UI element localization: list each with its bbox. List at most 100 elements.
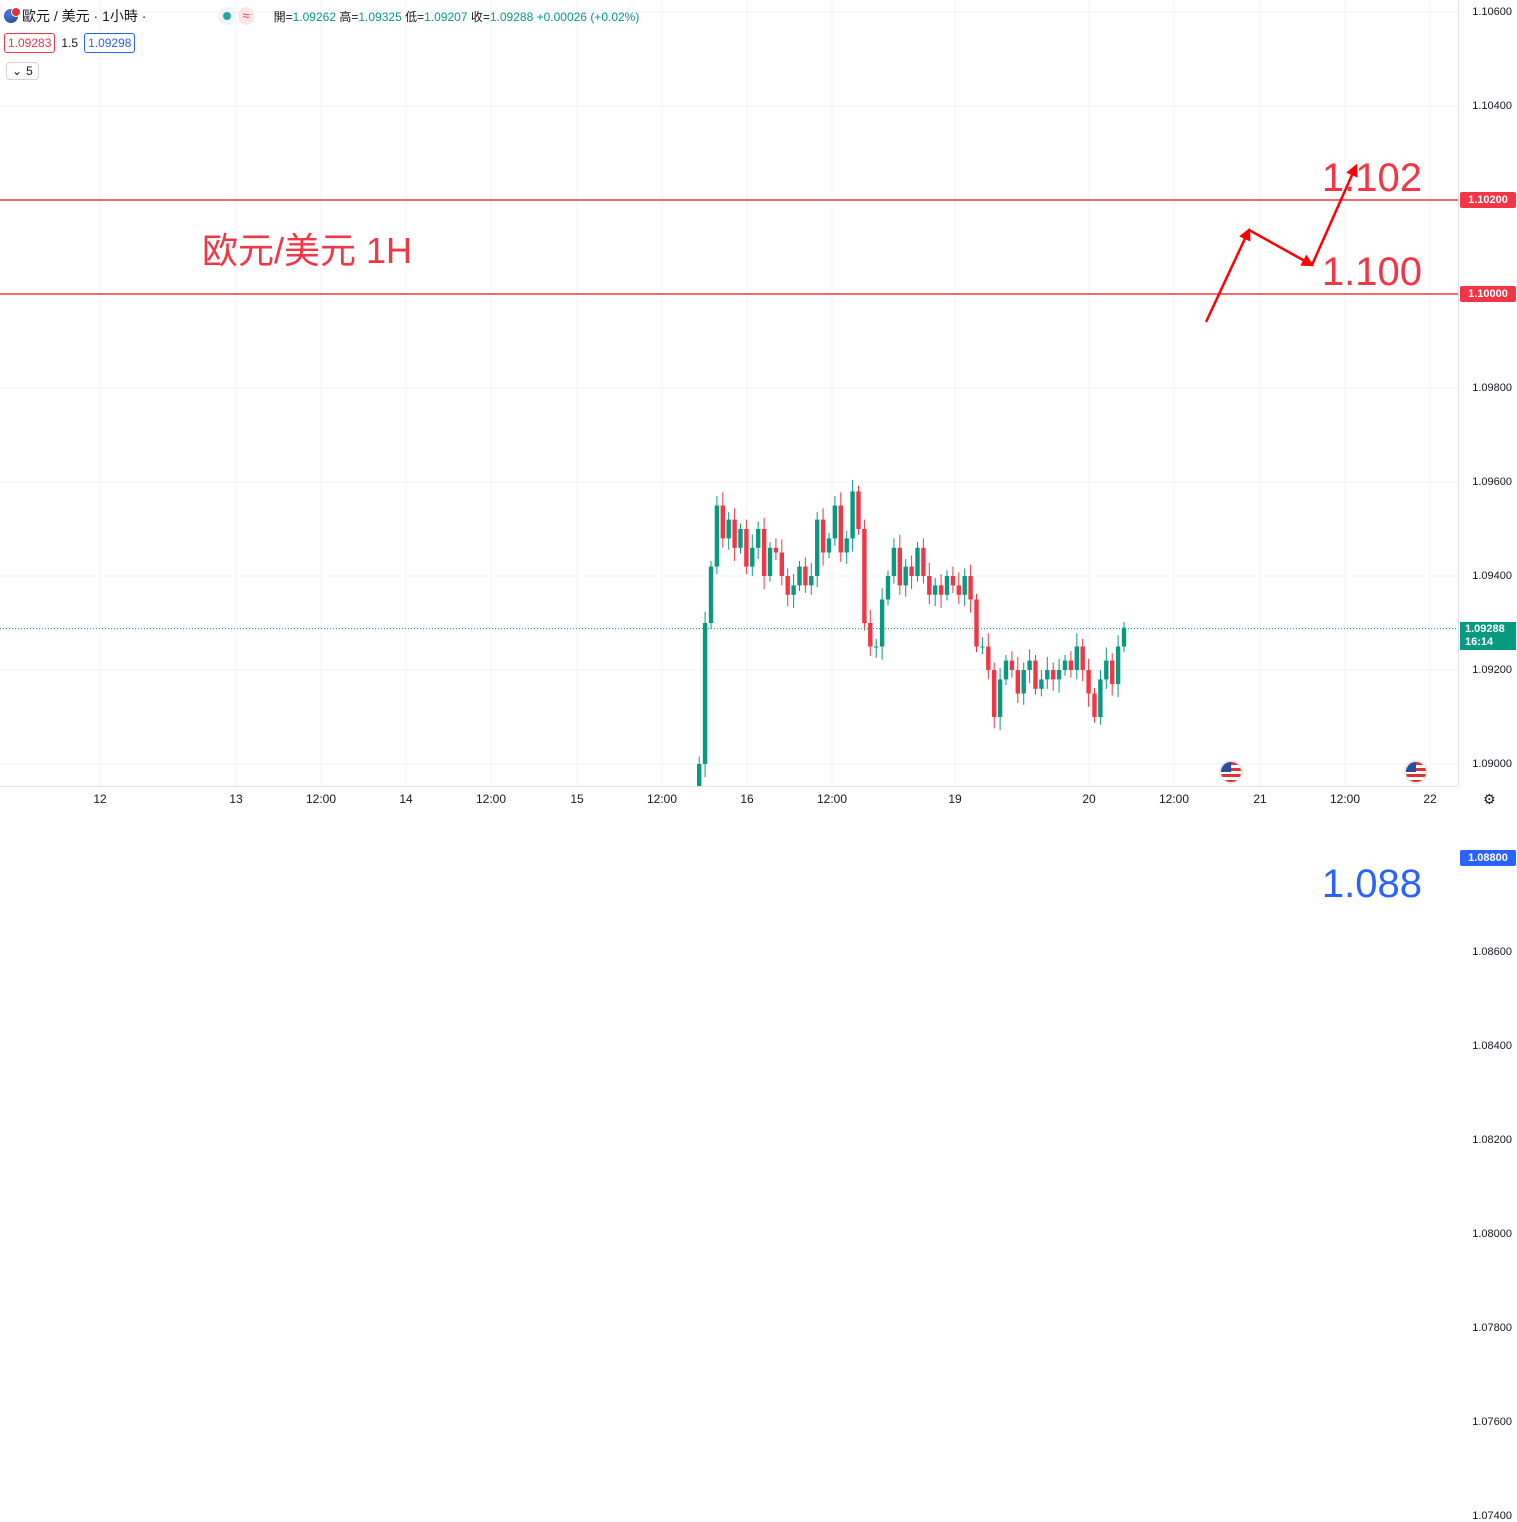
price-axis[interactable]: 1.10600 1.10400 1.10200 1.10000 1.09800 1.096… bbox=[1458, 0, 1517, 1522]
candle-body bbox=[1062, 660, 1068, 670]
candle-body bbox=[773, 547, 779, 553]
time-tick-label: 12:00 bbox=[1329, 792, 1361, 806]
candle-body bbox=[744, 529, 749, 567]
candle-body bbox=[944, 576, 950, 595]
time-tick-label: 22 bbox=[1423, 792, 1437, 806]
candle-body bbox=[750, 547, 755, 567]
candle-body bbox=[1115, 646, 1121, 685]
candle-body bbox=[997, 679, 1003, 717]
candle-body bbox=[732, 519, 737, 548]
chart-legend: 歐元 / 美元 · 1小時 · ≈ 開=1.09262 高=1.09325 低=… bbox=[4, 6, 639, 26]
close-value: 1.09288 bbox=[489, 9, 534, 24]
price-tick-label: 1.09200 bbox=[1472, 664, 1512, 676]
time-tick-label: 21 bbox=[1253, 792, 1267, 806]
level-price-tag: 1.10200 bbox=[1460, 192, 1516, 208]
candle-body bbox=[909, 566, 914, 576]
time-tick-label: 12:00 bbox=[646, 792, 678, 806]
candle-body bbox=[1080, 646, 1085, 670]
level-price-tag: 1.10000 bbox=[1460, 286, 1516, 302]
candle-body bbox=[1021, 670, 1026, 694]
candle-body bbox=[850, 491, 855, 539]
price-tick-label: 1.09000 bbox=[1472, 758, 1512, 770]
price-tick-label: 1.08400 bbox=[1472, 1040, 1512, 1052]
candle-body bbox=[826, 538, 832, 553]
candle-body bbox=[832, 505, 838, 539]
candle-body bbox=[1098, 679, 1103, 717]
candle-body bbox=[1121, 627, 1127, 647]
time-tick-label: 12:00 bbox=[475, 792, 507, 806]
candle-body bbox=[1045, 670, 1050, 680]
sell-button[interactable]: 1.09283 bbox=[4, 33, 56, 53]
candle-body bbox=[1015, 670, 1020, 694]
level-label: 1.100 bbox=[1321, 250, 1422, 294]
low-value: 1.09207 bbox=[424, 9, 468, 24]
eurusd-flag-icon bbox=[4, 7, 21, 23]
chevron-down-icon: ⌄ bbox=[12, 64, 23, 78]
chart-annotation-title: 欧元/美元 1H bbox=[202, 230, 413, 271]
wave-icon[interactable]: ≈ bbox=[238, 7, 254, 25]
level-price-tag: 1.08800 bbox=[1460, 850, 1516, 866]
candle-body bbox=[927, 576, 932, 595]
time-tick-label: 14 bbox=[399, 792, 413, 806]
candle-body bbox=[1068, 660, 1074, 670]
chart-area[interactable]: 歐元 / 美元 · 1小時 · ≈ 開=1.09262 高=1.09325 低=… bbox=[0, 0, 1458, 906]
candle-body bbox=[1104, 660, 1109, 680]
last-price-tag: 1.09288 16:14 bbox=[1460, 621, 1516, 650]
indicator-count: 5 bbox=[26, 64, 33, 78]
candle-body bbox=[1056, 670, 1062, 680]
candle-body bbox=[968, 576, 973, 600]
candle-body bbox=[702, 623, 708, 764]
symbol-title[interactable]: 歐元 / 美元 · 1小時 · bbox=[22, 8, 147, 24]
price-tick-label: 1.08200 bbox=[1472, 1134, 1512, 1146]
candle-body bbox=[921, 547, 926, 576]
visibility-toggle[interactable]: ≈ bbox=[218, 7, 254, 25]
candle-body bbox=[903, 566, 908, 586]
us-event-flag-icon[interactable] bbox=[1219, 760, 1243, 784]
price-tick-label: 1.07400 bbox=[1472, 1510, 1512, 1522]
price-tick-label: 1.07600 bbox=[1472, 1416, 1512, 1428]
candle-body bbox=[862, 529, 867, 623]
us-event-flag-icon[interactable] bbox=[1404, 760, 1428, 784]
time-tick-label: 16 bbox=[740, 792, 754, 806]
ohlc-values: 開=1.09262 高=1.09325 低=1.09207 收=1.09288 … bbox=[273, 9, 640, 24]
settings-gear-icon[interactable]: ⚙ bbox=[1483, 791, 1496, 807]
candle-body bbox=[1039, 679, 1044, 689]
time-tick-label: 12:00 bbox=[1158, 792, 1190, 806]
candle-body bbox=[938, 585, 944, 595]
candle-body bbox=[1086, 670, 1091, 694]
spread-value: 1.5 bbox=[61, 36, 79, 50]
price-tick-label: 1.09600 bbox=[1472, 476, 1512, 488]
candle-body bbox=[1027, 660, 1032, 670]
candle-body bbox=[714, 505, 720, 567]
bar-countdown: 16:14 bbox=[1465, 635, 1494, 648]
candle-body bbox=[844, 538, 849, 553]
price-tick-label: 1.09800 bbox=[1472, 382, 1512, 394]
candle-body bbox=[785, 576, 790, 595]
time-tick-label: 12:00 bbox=[305, 792, 337, 806]
candle-body bbox=[956, 585, 961, 595]
time-axis[interactable]: 12 13 12:00 14 12:00 15 12:00 16 12:00 19 20 12:00 2… bbox=[0, 786, 1458, 811]
candle-body bbox=[1051, 670, 1056, 680]
level-label: 1.088 bbox=[1321, 862, 1422, 906]
candle-body bbox=[980, 646, 985, 648]
candle-body bbox=[761, 529, 767, 576]
indicators-collapse-button[interactable]: ⌄ 5 bbox=[6, 62, 39, 80]
candle-body bbox=[974, 599, 979, 647]
time-tick-label: 12 bbox=[93, 792, 107, 806]
level-label: 1.102 bbox=[1321, 156, 1422, 200]
price-tick-label: 1.09400 bbox=[1472, 570, 1512, 582]
candle-body bbox=[791, 585, 796, 595]
candle-body bbox=[891, 547, 897, 576]
high-value: 1.09325 bbox=[358, 9, 402, 24]
buy-button[interactable]: 1.09298 bbox=[84, 33, 136, 53]
projection-arrow bbox=[1248, 228, 1315, 267]
candle-body bbox=[726, 519, 731, 539]
time-tick-label: 13 bbox=[229, 792, 243, 806]
candle-body bbox=[933, 585, 938, 595]
price-tick-label: 1.07800 bbox=[1472, 1322, 1512, 1334]
price-chart[interactable] bbox=[0, 0, 1458, 786]
candle-body bbox=[779, 552, 784, 576]
candle-body bbox=[809, 576, 814, 586]
candle-body bbox=[1074, 646, 1079, 670]
price-tick-label: 1.10400 bbox=[1472, 100, 1512, 112]
